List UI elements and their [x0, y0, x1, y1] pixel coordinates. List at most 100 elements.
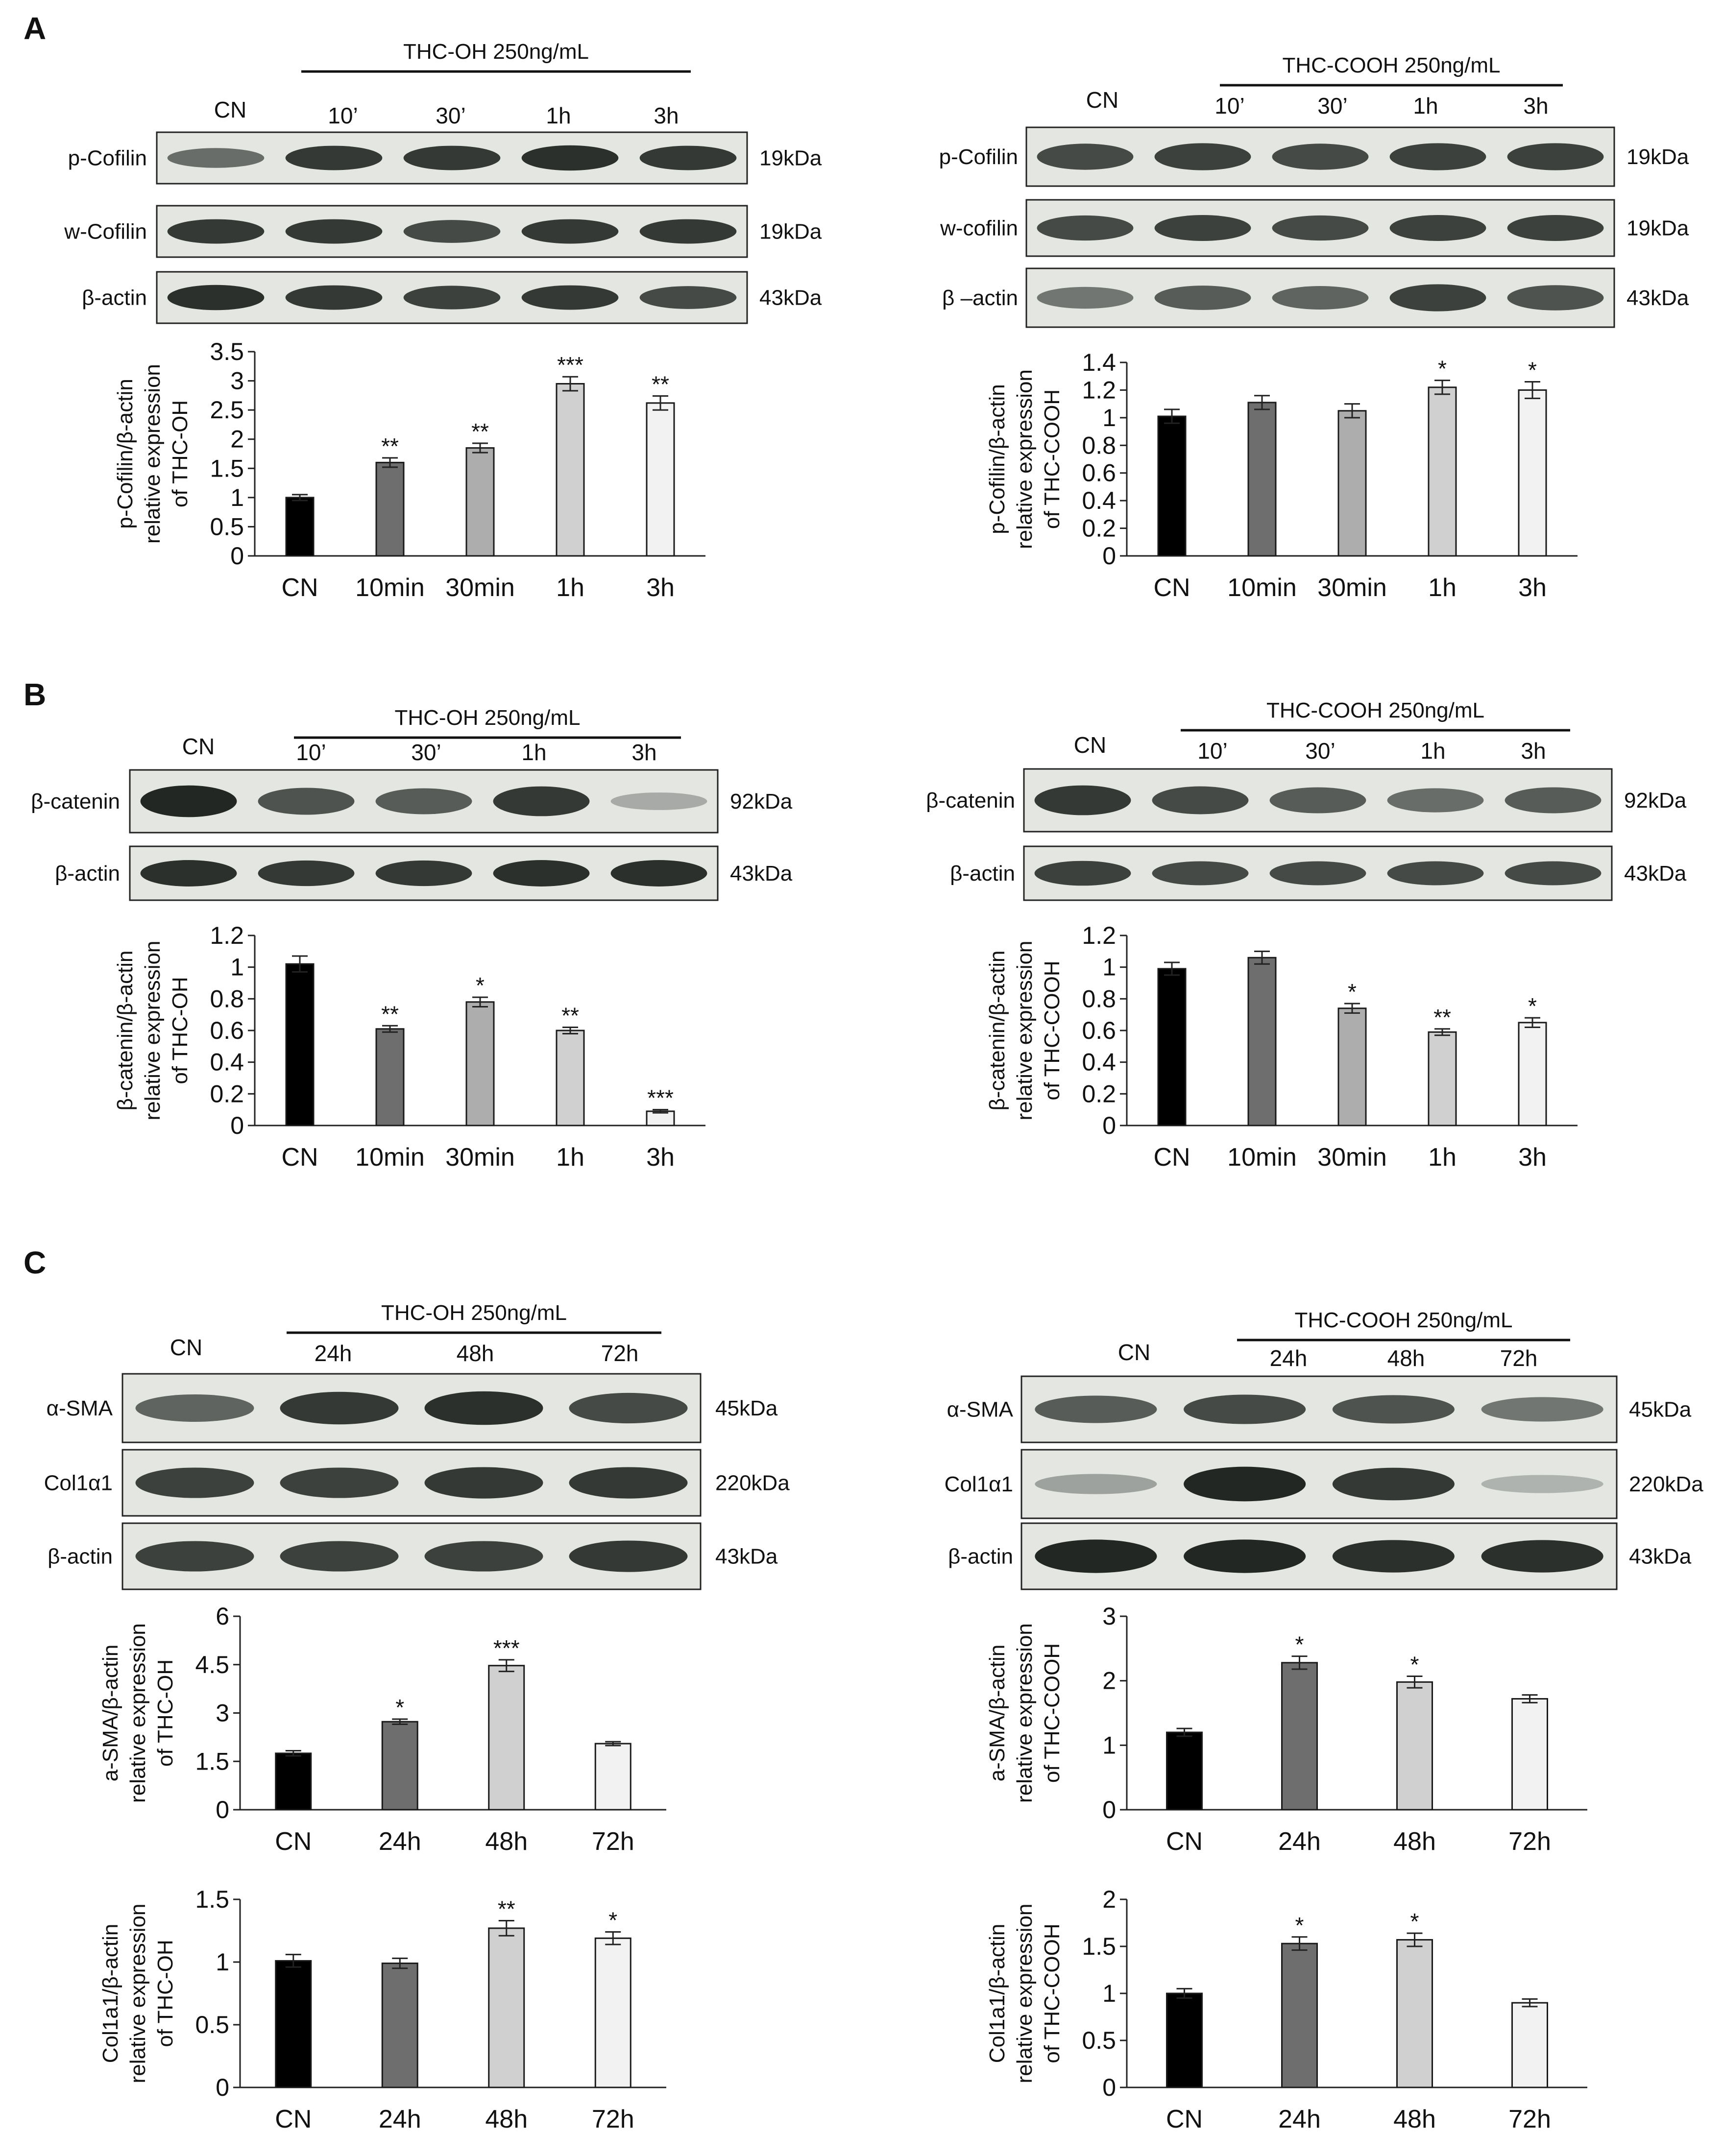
blot-group: THC-COOH 250ng/mL CN 10’ 30’ 1h 3h p-Cofilin 19…	[939, 53, 1689, 328]
blot-band	[1154, 215, 1251, 241]
blot-band	[1152, 786, 1249, 814]
lane-label: 3h	[1521, 738, 1546, 764]
blot-band	[569, 1540, 688, 1572]
bar-charts: 00.511.522.533.5p-Cofilin/β-actin relativ…	[98, 338, 1587, 2133]
blot-band	[1507, 285, 1604, 311]
significance-marker: *	[608, 1908, 617, 1933]
blot-band	[521, 285, 619, 310]
blot-band	[1037, 144, 1134, 170]
blot-row-label: Col1α1	[945, 1472, 1013, 1496]
significance-marker: **	[561, 1003, 579, 1029]
blot-group: THC-OH 250ng/mL CN 10’ 30’ 1h 3h p-Cofilin 19kD…	[64, 40, 822, 324]
x-tick-label: 24h	[379, 2105, 421, 2133]
x-tick-label: 1h	[556, 1143, 584, 1172]
y-tick-label: 0.4	[1082, 1049, 1116, 1076]
y-tick-label: 0.8	[210, 985, 244, 1012]
blot-band	[610, 860, 707, 886]
lane-label: CN	[182, 734, 215, 759]
x-tick-label: 72h	[592, 1827, 634, 1856]
x-tick-label: 1h	[1428, 1143, 1457, 1172]
bar	[1396, 1681, 1433, 1811]
blot-band	[1387, 861, 1484, 886]
blot-row-kda: 43kDa	[715, 1545, 778, 1569]
blot-row-kda: 19kDa	[1627, 145, 1689, 169]
blot-row-label: p-Cofilin	[68, 146, 147, 170]
y-tick-label: 0.8	[1082, 431, 1116, 459]
x-tick-label: 30min	[445, 574, 515, 602]
blot-row-kda: 43kDa	[759, 286, 822, 310]
bar	[1166, 1731, 1203, 1811]
blot-band	[135, 1541, 254, 1572]
y-axis-label-line: of THC-COOH	[1040, 1643, 1064, 1783]
lane-label: 3h	[654, 103, 679, 128]
blot-band	[1332, 1467, 1455, 1501]
bar	[1166, 1992, 1203, 2088]
blot-band	[1481, 1540, 1603, 1573]
y-tick-label: 1	[1102, 1731, 1116, 1759]
x-tick-label: 72h	[1508, 2105, 1551, 2133]
bar	[285, 963, 315, 1126]
x-tick-label: 10min	[355, 574, 425, 602]
significance-marker: *	[1348, 979, 1357, 1005]
lane-label: 3h	[1523, 93, 1548, 119]
significance-marker: *	[1438, 356, 1447, 382]
bar	[556, 383, 585, 557]
blot-band	[1507, 143, 1604, 170]
blot-row-label: β-catenin	[31, 790, 120, 814]
x-tick-label: 30min	[1317, 1143, 1387, 1172]
blot-row-kda: 92kDa	[730, 790, 793, 814]
x-tick-label: 10min	[355, 1143, 425, 1172]
y-tick-label: 0.5	[195, 2011, 229, 2038]
blot-group: THC-OH 250ng/mL CN 24h 48h 72h α-SMA 45kDa Col1…	[44, 1301, 790, 1590]
y-tick-label: 0	[1102, 1796, 1116, 1823]
y-tick-label: 0.8	[1082, 985, 1116, 1012]
bar	[488, 1665, 525, 1811]
bar-chart: 0 0.2 0.4 0.6 0.8 1 1.2 β-catenin/β-actin relati…	[985, 922, 1578, 1172]
y-tick-label: 0.4	[1082, 487, 1116, 514]
significance-marker: *	[1295, 1632, 1304, 1657]
bar-chart: 0 0.2 0.4 0.6 0.8 1 1.2 β-catenin/β-actin relati…	[113, 922, 705, 1172]
x-tick-label: CN	[1166, 1827, 1203, 1856]
x-tick-label: 24h	[379, 1827, 421, 1856]
y-tick-label: 0	[1102, 1112, 1116, 1139]
lane-label: 30’	[1317, 93, 1347, 119]
bar	[1157, 415, 1187, 557]
blot-row-label: Col1α1	[44, 1471, 113, 1495]
y-tick-label: 0	[216, 1796, 229, 1823]
treatment-label: THC-COOH 250ng/mL	[1266, 698, 1484, 722]
blot-band	[1481, 1475, 1603, 1493]
blot-group: THC-OH 250ng/mL CN 10’ 30’ 1h 3h β-catenin 92kD…	[31, 706, 793, 901]
lane-label: 3h	[631, 740, 656, 765]
bar	[1518, 1022, 1547, 1126]
lane-label: CN	[1074, 732, 1106, 758]
blot-band	[639, 145, 737, 170]
y-tick-label: 2	[1102, 1667, 1116, 1695]
bar	[1511, 1698, 1548, 1811]
blot-band	[493, 860, 590, 886]
significance-marker: **	[381, 433, 399, 459]
significance-marker: ***	[493, 1635, 520, 1661]
lane-label: 10’	[328, 103, 358, 128]
bar	[1428, 1031, 1457, 1126]
y-tick-label: 0	[1102, 542, 1116, 570]
significance-marker: *	[1295, 1913, 1304, 1938]
blot-row-label: β-actin	[950, 862, 1015, 886]
blot-band	[1035, 1395, 1157, 1423]
x-tick-label: 10min	[1227, 574, 1297, 602]
x-tick-label: CN	[281, 574, 318, 602]
western-blots: THC-OH 250ng/mL CN 10’ 30’ 1h 3h p-Cofilin 19kD…	[31, 40, 1703, 1590]
significance-marker: *	[395, 1695, 404, 1720]
lane-label: 30’	[436, 103, 465, 128]
y-tick-label: 3	[230, 367, 244, 395]
x-tick-label: 3h	[1518, 1143, 1547, 1172]
blot-band	[140, 785, 237, 817]
bar-chart: 00.511.522.533.5 p-Cofilin/β-actin relativ…	[113, 338, 705, 602]
y-tick-label: 0	[1102, 2074, 1116, 2101]
bar	[1281, 1662, 1318, 1811]
x-tick-label: CN	[275, 1827, 312, 1856]
x-tick-label: 48h	[1393, 1827, 1436, 1856]
blot-band	[1505, 787, 1602, 814]
blot-band	[167, 219, 265, 244]
y-axis-label-line: Col1a1/β-actin	[98, 1924, 122, 2063]
y-tick-label: 1.4	[1082, 349, 1116, 376]
